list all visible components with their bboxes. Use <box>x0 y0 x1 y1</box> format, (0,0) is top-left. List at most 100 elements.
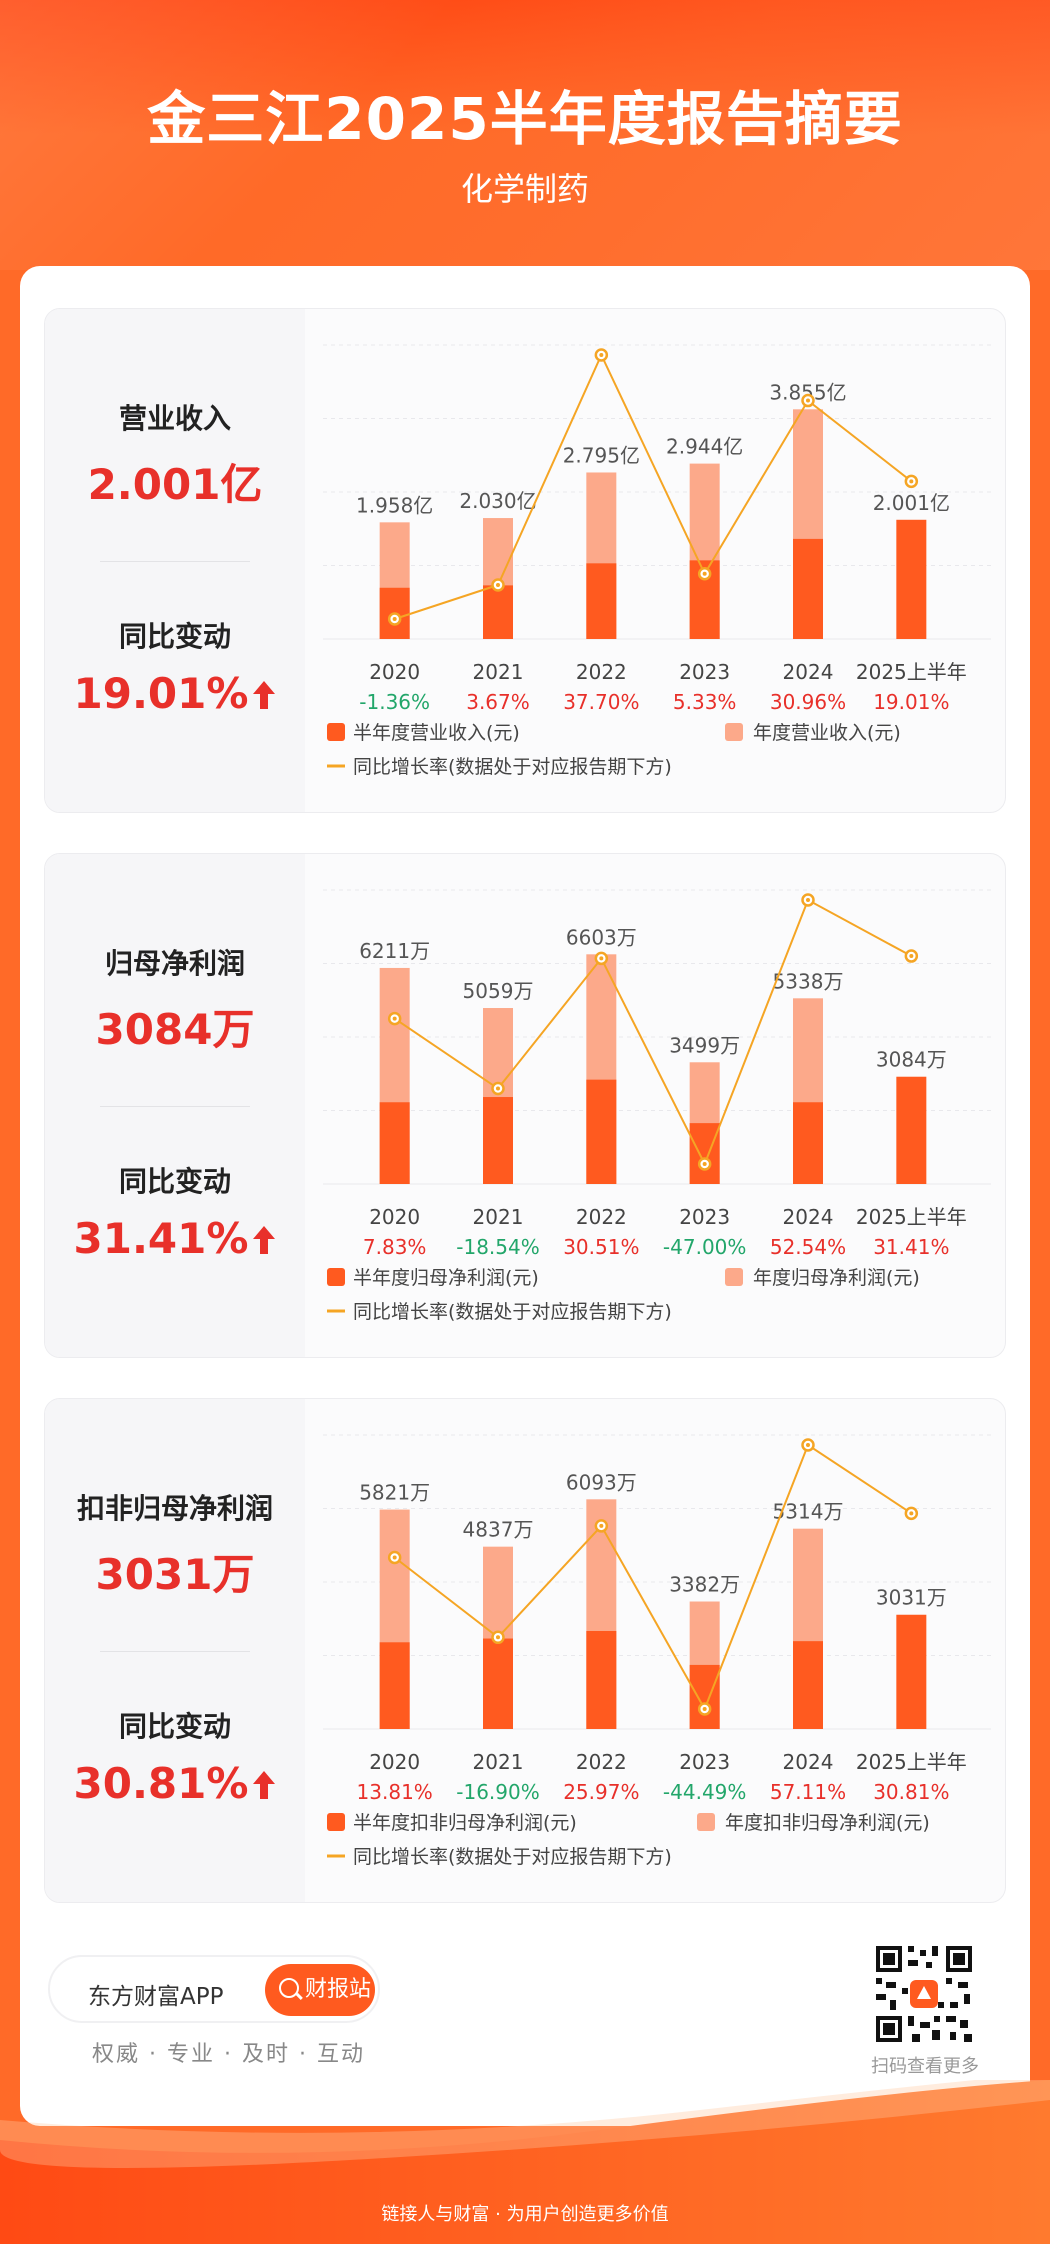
growth-point-dot <box>599 1523 604 1528</box>
legend-swatch-half <box>327 1813 345 1831</box>
bar-value-label: 3031万 <box>876 1586 947 1610</box>
half-year-bar <box>793 1641 823 1729</box>
deducted-profit-chart: 5821万 2020 13.81% 4837万 2021 -16.90% 6093万 2022… <box>323 1434 991 1868</box>
up-arrow-icon <box>253 1771 276 1799</box>
bar-value-label: 3084万 <box>876 1048 947 1072</box>
legend-swatch-half <box>327 1268 345 1286</box>
half-year-bar <box>586 1630 617 1729</box>
growth-label: 30.51% <box>563 1235 639 1259</box>
x-tick-label: 2022 <box>576 1205 627 1229</box>
legend-swatch-annual <box>725 723 743 741</box>
growth-label: 31.41% <box>873 1235 949 1259</box>
legend-half-label: 半年度营业收入(元) <box>353 722 520 744</box>
growth-label: 37.70% <box>563 690 639 714</box>
bar-value-label: 5059万 <box>463 979 534 1003</box>
half-year-bar <box>379 1102 410 1184</box>
legend-annual-label: 年度归母净利润(元) <box>753 1267 920 1289</box>
x-tick-label: 2024 <box>783 660 834 684</box>
x-tick-label: 2020 <box>369 1750 420 1774</box>
x-tick-label: 2025上半年 <box>856 1750 967 1774</box>
legend-line-label: 同比增长率(数据处于对应报告期下方) <box>353 1846 672 1868</box>
change-value-text: 30.81% <box>73 1759 249 1808</box>
divider <box>100 1106 250 1107</box>
half-year-bar <box>896 1076 927 1184</box>
half-year-bar <box>689 1123 720 1184</box>
growth-point-dot <box>702 1162 707 1166</box>
growth-line <box>394 1443 912 1712</box>
growth-point-dot <box>599 353 604 357</box>
bar-value-label: 6603万 <box>566 925 637 949</box>
legend-line-label: 同比增长率(数据处于对应报告期下方) <box>353 756 672 778</box>
report-station-button[interactable]: 财报站 <box>265 1964 375 2016</box>
half-year-bar <box>483 1097 513 1184</box>
legend-swatch-half <box>327 723 345 741</box>
growth-label: -18.54% <box>456 1235 539 1259</box>
growth-point-dot <box>392 1555 397 1560</box>
half-year-bar <box>689 1664 720 1729</box>
growth-label: 19.01% <box>873 690 949 714</box>
revenue-chart: 1.958亿 2020 -1.36% 2.030亿 2021 3.67% 2.795亿 202… <box>323 344 991 778</box>
metric-value: 3031万 <box>95 1550 255 1599</box>
half-year-bar <box>483 585 513 639</box>
x-tick-label: 2022 <box>576 1750 627 1774</box>
legend-annual-label: 年度扣非归母净利润(元) <box>725 1812 930 1834</box>
bar-value-label: 5338万 <box>773 969 844 993</box>
bar-value-label: 3382万 <box>669 1573 740 1597</box>
x-tick-label: 2024 <box>783 1750 834 1774</box>
app-search-pill[interactable]: 东方财富APP 财报站 <box>48 1955 380 2023</box>
page-subtitle: 化学制药 <box>460 170 589 208</box>
growth-point-dot <box>496 583 500 588</box>
x-tick-label: 2020 <box>369 1205 420 1229</box>
page-title: 金三江2025半年度报告摘要 <box>147 85 903 153</box>
up-arrow-icon <box>253 1226 276 1254</box>
growth-point-dot <box>909 1511 914 1516</box>
growth-label: 30.81% <box>873 1780 949 1804</box>
half-year-bar <box>483 1638 513 1729</box>
change-value-text: 19.01% <box>73 669 249 718</box>
change-value: 30.81% <box>45 1759 305 1808</box>
x-tick-label: 2021 <box>473 1750 524 1774</box>
growth-point-dot <box>496 1086 500 1091</box>
bar-value-label: 2.944亿 <box>666 435 743 459</box>
change-label: 同比变动 <box>118 1165 231 1198</box>
bar-value-label: 5821万 <box>359 1481 430 1505</box>
x-tick-label: 2020 <box>369 660 420 684</box>
qr-code-icon[interactable] <box>872 1942 976 2046</box>
growth-point-dot <box>806 898 810 902</box>
legend-line-label: 同比增长率(数据处于对应报告期下方) <box>353 1301 672 1323</box>
half-year-bar <box>586 563 617 639</box>
app-name: 东方财富APP <box>88 1984 224 2010</box>
bar-value-label: 3499万 <box>669 1033 740 1057</box>
growth-line <box>394 898 912 1167</box>
bar-value-label: 2.030亿 <box>459 489 536 513</box>
change-value: 19.01% <box>45 669 305 718</box>
legend-swatch-annual <box>697 1813 715 1831</box>
bar-value-label: 5314万 <box>773 1500 844 1524</box>
half-year-bar <box>896 1614 927 1729</box>
half-year-bar <box>379 1642 410 1729</box>
bottom-tagline: 链接人与财富 · 为用户创造更多价值 <box>381 2204 669 2225</box>
half-year-bar <box>793 538 823 639</box>
half-year-bar <box>586 1079 617 1184</box>
x-tick-label: 2025上半年 <box>856 1205 967 1229</box>
bar-value-label: 1.958亿 <box>356 493 433 517</box>
growth-point-dot <box>392 617 397 621</box>
growth-label: 13.81% <box>357 1780 433 1804</box>
metric-label: 扣非归母净利润 <box>76 1492 273 1525</box>
growth-point-dot <box>392 1016 397 1021</box>
legend-annual-label: 年度营业收入(元) <box>753 722 901 744</box>
metric-value: 3084万 <box>95 1005 255 1054</box>
growth-point-dot <box>599 956 604 961</box>
header-decoration <box>0 0 1050 270</box>
x-tick-label: 2024 <box>783 1205 834 1229</box>
legend-half-label: 半年度扣非归母净利润(元) <box>353 1812 577 1834</box>
bar-value-label: 2.001亿 <box>873 491 950 515</box>
growth-label: 30.96% <box>770 690 846 714</box>
x-tick-label: 2021 <box>473 1205 524 1229</box>
bar-value-label: 2.795亿 <box>563 443 640 467</box>
growth-label: 52.54% <box>770 1235 846 1259</box>
bar-value-label: 6211万 <box>359 939 430 963</box>
divider <box>100 1651 250 1652</box>
x-tick-label: 2023 <box>679 660 730 684</box>
growth-line <box>394 352 912 620</box>
